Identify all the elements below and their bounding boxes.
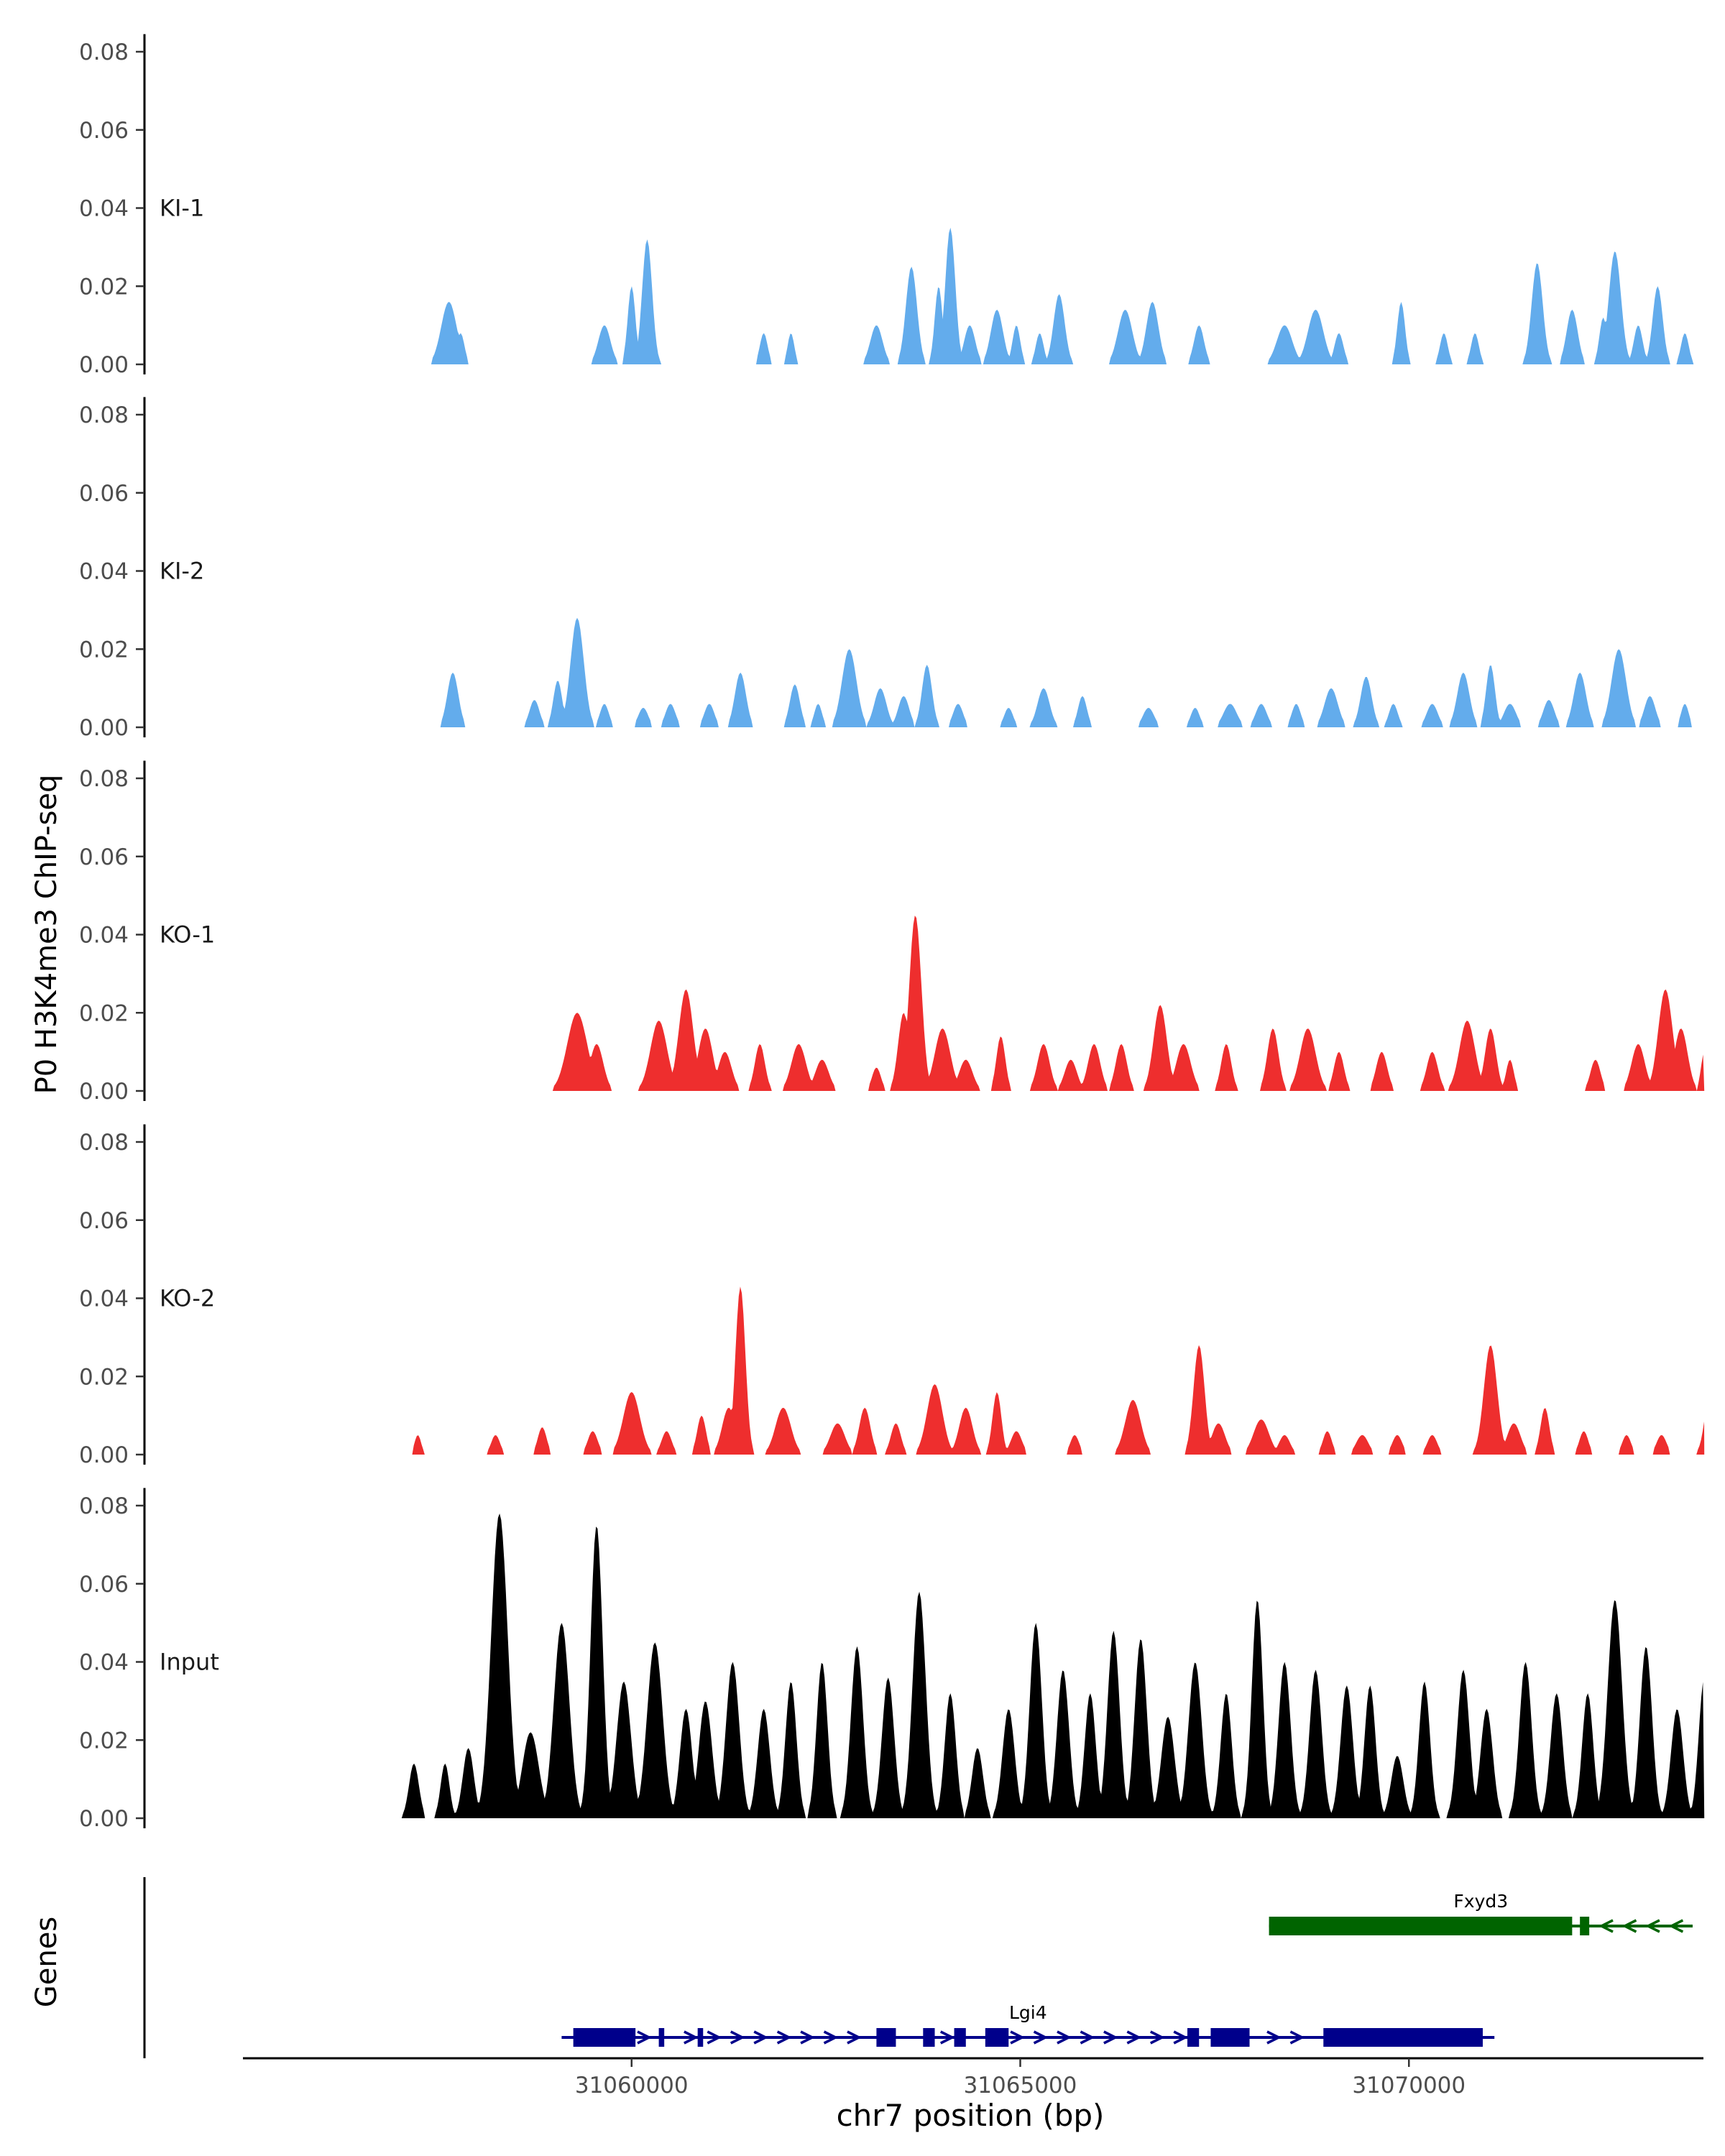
track-ko-2: 0.00 0.02 0.04 0.06 0.08 KO-2 <box>79 1124 1705 1468</box>
gene-annotation-track: Fxyd3 Lgi4 <box>143 1877 1693 2058</box>
track-label: Input <box>160 1649 219 1676</box>
y-tick-label: 0.00 <box>79 352 129 378</box>
gene-exon <box>1187 2028 1200 2047</box>
x-axis-title: chr7 position (bp) <box>837 2098 1105 2133</box>
track-label: KO-2 <box>160 1285 215 1312</box>
y-tick-label: 0.04 <box>79 1286 129 1312</box>
y-tick-label: 0.02 <box>79 637 129 663</box>
strand-arrow <box>637 2030 652 2045</box>
x-tick-label: 31065000 <box>964 2073 1077 2099</box>
gene-exon <box>697 2028 704 2047</box>
y-tick-label: 0.02 <box>79 274 129 300</box>
gene-name-label: Lgi4 <box>1009 2002 1047 2023</box>
x-tick-label: 31070000 <box>1352 2073 1466 2099</box>
strand-arrow <box>776 2030 792 2045</box>
gene-exon <box>1269 1917 1573 1935</box>
signal-tracks: 0.00 0.02 0.04 0.06 0.08 KI-1 0.00 0.02 0.04 0.06… <box>79 34 1705 1832</box>
y-tick-label: 0.08 <box>79 40 129 65</box>
strand-arrow <box>1057 2030 1072 2045</box>
y-tick-label: 0.02 <box>79 1728 129 1754</box>
track-label: KO-1 <box>160 921 215 949</box>
track-input: 0.00 0.02 0.04 0.06 0.08 Input <box>79 1488 1705 1832</box>
strand-arrow <box>800 2030 815 2045</box>
y-tick-label: 0.04 <box>79 1650 129 1676</box>
track-ki-2: 0.00 0.02 0.04 0.06 0.08 KI-2 <box>79 397 1697 741</box>
strand-arrow <box>1080 2030 1095 2045</box>
strand-arrow <box>939 2030 955 2045</box>
y-tick-label: 0.08 <box>79 1130 129 1156</box>
strand-arrow <box>1622 1919 1637 1933</box>
signal-area-input <box>398 1514 1705 1818</box>
signal-area-ko-2 <box>408 1286 1705 1455</box>
gene-exon <box>923 2028 935 2047</box>
strand-arrow <box>1598 1919 1614 1933</box>
strand-arrow <box>1033 2030 1049 2045</box>
gene-fxyd3: Fxyd3 <box>1269 1891 1693 1935</box>
y-tick-label: 0.00 <box>79 1079 129 1105</box>
strand-arrow <box>684 2030 699 2045</box>
gene-exon <box>658 2028 665 2047</box>
gene-name-label: Fxyd3 <box>1453 1891 1508 1912</box>
track-label: KI-2 <box>160 558 204 585</box>
strand-arrow <box>1103 2030 1118 2045</box>
y-tick-label: 0.04 <box>79 923 129 949</box>
y-tick-label: 0.02 <box>79 1364 129 1390</box>
y-tick-label: 0.08 <box>79 402 129 428</box>
strand-arrow <box>1149 2030 1165 2045</box>
y-tick-label: 0.06 <box>79 1208 129 1234</box>
y-tick-label: 0.06 <box>79 844 129 870</box>
y-tick-label: 0.00 <box>79 715 129 741</box>
y-tick-label: 0.00 <box>79 1806 129 1832</box>
track-ki-1: 0.00 0.02 0.04 0.06 0.08 KI-1 <box>79 34 1697 378</box>
gene-exon <box>573 2028 636 2047</box>
y-tick-label: 0.04 <box>79 559 129 585</box>
strand-arrow <box>753 2030 769 2045</box>
strand-arrow <box>1644 1919 1660 1933</box>
y-tick-label: 0.06 <box>79 1572 129 1598</box>
track-ko-1: 0.00 0.02 0.04 0.06 0.08 KO-1 <box>79 760 1705 1105</box>
x-tick-label: 31060000 <box>575 2073 689 2099</box>
signal-area-ki-1 <box>425 227 1697 364</box>
y-tick-label: 0.06 <box>79 481 129 507</box>
gene-exon <box>954 2028 966 2047</box>
track-label: KI-1 <box>160 195 204 222</box>
y-tick-label: 0.06 <box>79 118 129 144</box>
gene-exon <box>1210 2028 1250 2047</box>
genes-track-title: Genes <box>30 1917 63 2007</box>
strand-arrow <box>730 2030 745 2045</box>
strand-arrow <box>1668 1919 1684 1933</box>
gene-exon <box>985 2028 1009 2047</box>
gene-exon <box>876 2028 896 2047</box>
gene-lgi4: Lgi4 <box>561 2002 1495 2047</box>
strand-arrow <box>1010 2030 1025 2045</box>
y-tick-label: 0.08 <box>79 766 129 792</box>
signal-area-ko-1 <box>546 916 1705 1091</box>
gene-exon <box>1323 2028 1483 2047</box>
y-tick-label: 0.02 <box>79 1000 129 1026</box>
strand-arrow <box>1289 2030 1305 2045</box>
gene-exon <box>1580 1917 1590 1935</box>
strand-arrow <box>1266 2030 1282 2045</box>
y-axis-title: P0 H3K4me3 ChIP-seq <box>30 775 63 1095</box>
y-tick-label: 0.04 <box>79 196 129 222</box>
strand-arrow <box>1173 2030 1189 2045</box>
strand-arrow <box>707 2030 722 2045</box>
strand-arrow <box>823 2030 839 2045</box>
strand-arrow <box>1126 2030 1142 2045</box>
signal-area-ki-2 <box>436 617 1697 727</box>
x-axis: 31060000 31065000 31070000 <box>243 2057 1703 2099</box>
strand-arrow <box>847 2030 862 2045</box>
y-tick-label: 0.00 <box>79 1442 129 1468</box>
y-tick-label: 0.08 <box>79 1493 129 1519</box>
